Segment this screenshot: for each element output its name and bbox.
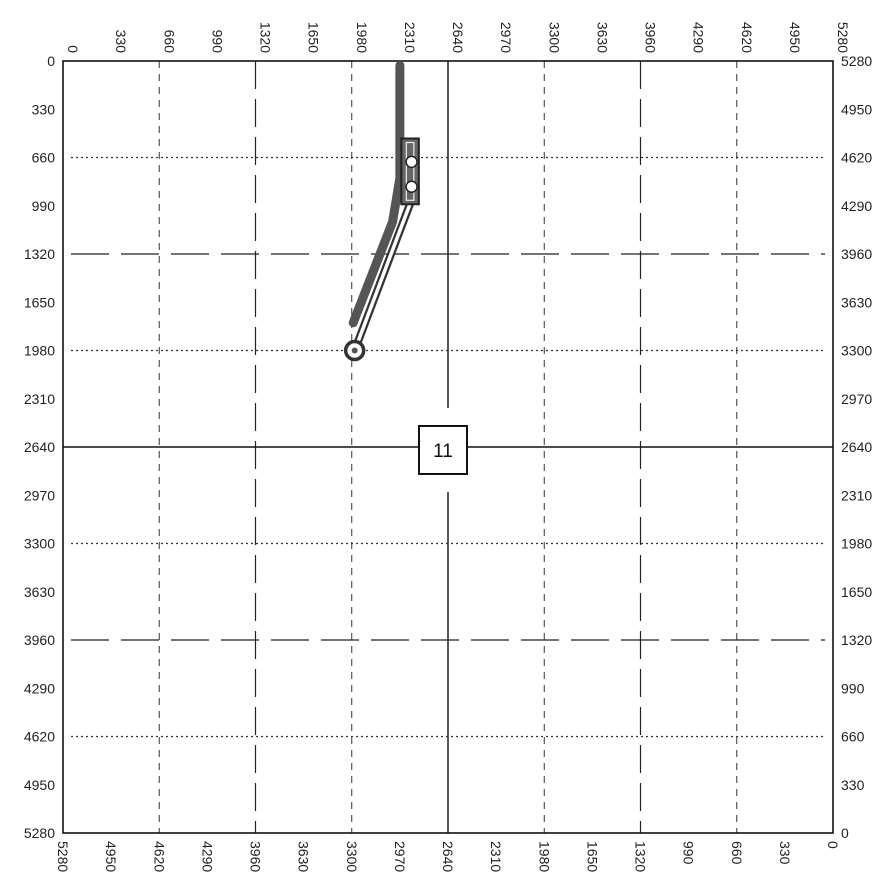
bottom-tick-label: 4950 <box>103 841 119 872</box>
wells <box>343 60 420 362</box>
section-label: 11 <box>418 425 468 475</box>
bottom-tick-label: 1650 <box>584 841 600 872</box>
right-tick-label: 1650 <box>841 584 872 600</box>
right-tick-label: 3960 <box>841 246 872 262</box>
right-tick-labels: 5280495046204290396036303300297026402310… <box>841 53 872 841</box>
grid-lines <box>62 60 834 834</box>
bottom-tick-label: 2970 <box>392 841 408 872</box>
top-tick-label: 1650 <box>306 22 322 53</box>
right-tick-label: 1980 <box>841 536 872 552</box>
bottom-tick-label: 2640 <box>440 841 456 872</box>
wellhead-marker <box>405 180 418 193</box>
top-tick-label: 0 <box>65 45 81 53</box>
bottom-tick-label: 3960 <box>248 841 264 872</box>
bottom-tick-label: 1980 <box>536 841 552 872</box>
bottom-tick-label: 660 <box>729 841 745 865</box>
bottom-tick-label: 990 <box>681 841 697 865</box>
top-tick-label: 4290 <box>691 22 707 53</box>
top-tick-label: 1320 <box>258 22 274 53</box>
right-tick-label: 2310 <box>841 487 872 503</box>
right-tick-label: 2970 <box>841 391 872 407</box>
top-tick-label: 2970 <box>498 22 514 53</box>
left-tick-label: 1320 <box>24 246 55 262</box>
left-tick-label: 4950 <box>24 777 55 793</box>
left-tick-label: 4620 <box>24 729 55 745</box>
top-tick-label: 5280 <box>835 22 851 53</box>
top-tick-label: 3960 <box>643 22 659 53</box>
well-lateral-1 <box>348 60 405 328</box>
bottom-tick-label: 3300 <box>344 841 360 872</box>
bottom-tick-label: 2310 <box>488 841 504 872</box>
left-tick-label: 4290 <box>24 680 55 696</box>
top-tick-label: 3630 <box>594 22 610 53</box>
bottom-tick-label: 0 <box>825 841 841 849</box>
left-tick-label: 5280 <box>24 825 55 841</box>
right-tick-label: 0 <box>841 825 849 841</box>
right-tick-label: 3630 <box>841 294 872 310</box>
left-tick-label: 3300 <box>24 536 55 552</box>
top-tick-labels: 0 330 660 990 1320 1650 1980 2310 2640 2970 3300 36… <box>65 22 851 53</box>
bottom-tick-label: 4620 <box>151 841 167 872</box>
bottom-hole-center <box>351 347 358 354</box>
right-tick-label: 4950 <box>841 101 872 117</box>
left-tick-label: 3630 <box>24 584 55 600</box>
top-tick-label: 1980 <box>354 22 370 53</box>
right-tick-label: 990 <box>841 680 865 696</box>
bottom-tick-label: 3630 <box>296 841 312 872</box>
right-tick-label: 4290 <box>841 198 872 214</box>
well-lateral-2 <box>352 198 414 353</box>
left-tick-label: 1650 <box>24 294 55 310</box>
top-tick-label: 4620 <box>739 22 755 53</box>
well-pad <box>400 137 420 206</box>
top-tick-label: 4950 <box>787 22 803 53</box>
left-tick-label: 330 <box>32 101 56 117</box>
top-tick-label: 660 <box>161 30 177 54</box>
left-tick-label: 1980 <box>24 343 55 359</box>
top-tick-label: 990 <box>209 30 225 54</box>
left-tick-label: 660 <box>32 150 56 166</box>
section-border <box>62 60 834 834</box>
section-number-box <box>418 425 468 475</box>
top-tick-label: 2640 <box>450 22 466 53</box>
left-tick-label: 2310 <box>24 391 55 407</box>
left-tick-labels: 0 330 660 990 1320 1650 1980 2310 2640 2970 3300 36… <box>24 53 55 841</box>
section-number: 11 <box>433 441 453 462</box>
left-tick-label: 0 <box>47 53 55 69</box>
left-tick-label: 3960 <box>24 632 55 648</box>
right-tick-label: 5280 <box>841 53 872 69</box>
wellhead-marker <box>405 155 418 169</box>
bottom-tick-label: 5280 <box>55 841 71 872</box>
left-tick-label: 990 <box>32 198 56 214</box>
right-tick-label: 330 <box>841 777 865 793</box>
bottom-tick-label: 330 <box>777 841 793 865</box>
bottom-tick-labels: 5280 4950 4620 4290 3960 3630 3300 2970 2640 2310… <box>55 841 841 872</box>
well-pad-inner <box>405 141 415 201</box>
left-tick-label: 2640 <box>24 439 55 455</box>
right-tick-label: 2640 <box>841 439 872 455</box>
top-tick-label: 3300 <box>546 22 562 53</box>
left-tick-label: 2970 <box>24 487 55 503</box>
right-tick-label: 660 <box>841 729 865 745</box>
right-tick-label: 4620 <box>841 150 872 166</box>
bottom-tick-label: 1320 <box>633 841 649 872</box>
bottom-tick-label: 4290 <box>199 841 215 872</box>
right-tick-label: 1320 <box>841 632 872 648</box>
top-tick-label: 2310 <box>402 22 418 53</box>
top-tick-label: 330 <box>113 30 129 54</box>
right-tick-label: 3300 <box>841 343 872 359</box>
